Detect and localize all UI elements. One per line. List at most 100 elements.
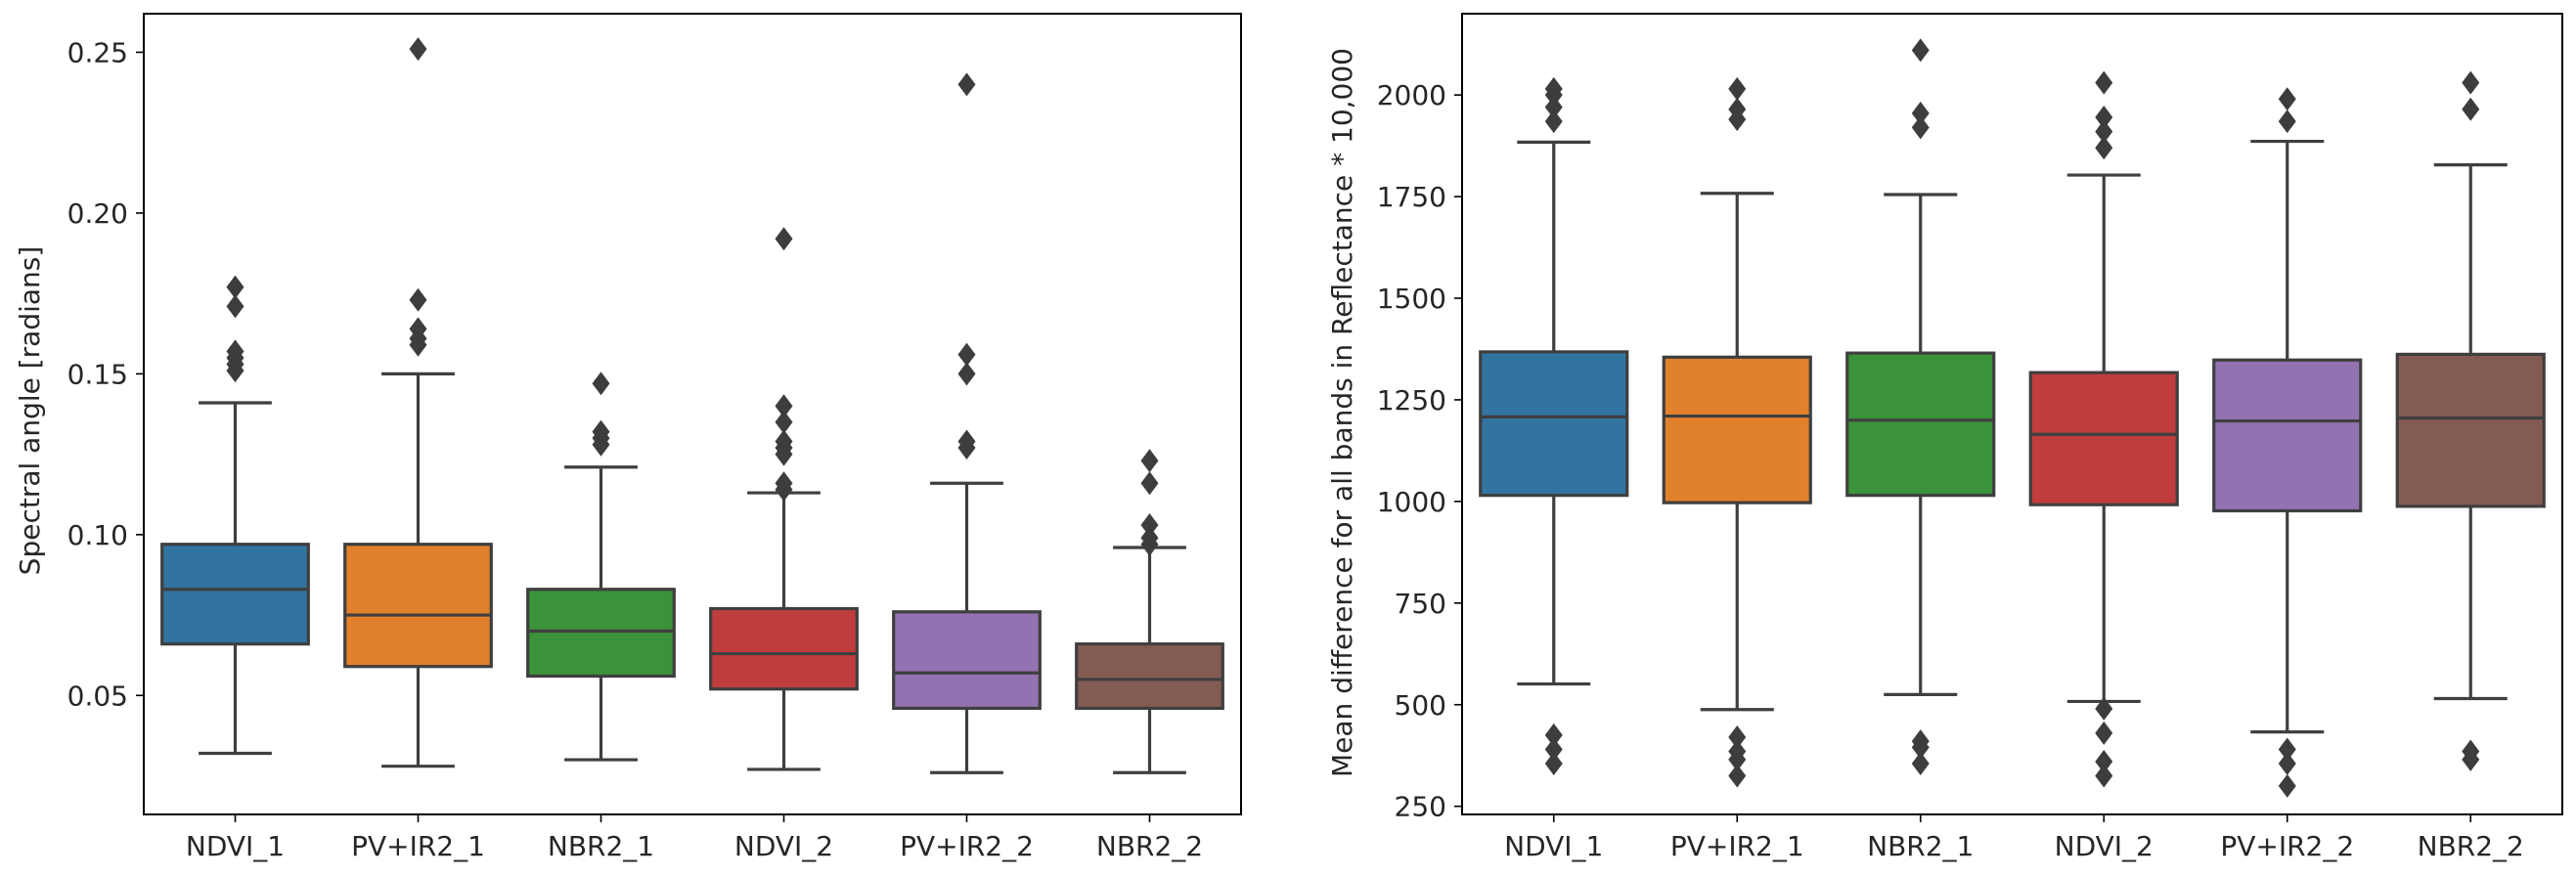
outlier-point bbox=[409, 37, 427, 62]
left-y-tick-label: 0.15 bbox=[67, 358, 128, 390]
outlier-point bbox=[775, 429, 793, 454]
outlier-point bbox=[1911, 729, 1930, 754]
outlier-point bbox=[1911, 752, 1930, 776]
outlier-point bbox=[2095, 696, 2113, 721]
outlier-point bbox=[2278, 752, 2296, 776]
outlier-point bbox=[592, 419, 610, 444]
left-x-tick-label: NBR2_1 bbox=[548, 830, 654, 862]
outlier-point bbox=[592, 372, 610, 396]
outlier-point bbox=[2462, 97, 2480, 121]
left-x-tick-label: PV+IR2_1 bbox=[351, 830, 485, 862]
iqr-box bbox=[160, 543, 310, 646]
left-x-tick-label: NBR2_2 bbox=[1096, 830, 1203, 862]
left-box-ndvi-1 bbox=[160, 275, 310, 756]
outlier-point bbox=[1544, 723, 1563, 747]
outlier-point bbox=[1140, 449, 1159, 473]
outlier-point bbox=[1544, 95, 1563, 119]
right-x-tick-label: NDVI_2 bbox=[2055, 830, 2154, 862]
outlier-point bbox=[775, 227, 793, 251]
iqr-box bbox=[1479, 350, 1629, 498]
right-y-tick-label: 250 bbox=[1395, 791, 1446, 823]
outlier-point bbox=[1911, 38, 1930, 63]
right-x-tick-label: PV+IR2_1 bbox=[1670, 830, 1804, 862]
outlier-point bbox=[1140, 526, 1159, 550]
right-y-tick-label: 1000 bbox=[1377, 486, 1446, 518]
outlier-point bbox=[409, 287, 427, 312]
outlier-point bbox=[2095, 749, 2113, 773]
outlier-point bbox=[957, 342, 976, 367]
outlier-point bbox=[1728, 739, 1747, 764]
right-box-pv-ir2-1 bbox=[1662, 76, 1812, 788]
outlier-point bbox=[957, 362, 976, 386]
outlier-point bbox=[226, 294, 244, 319]
outlier-point bbox=[2095, 70, 2113, 95]
left-box-nbr2-2 bbox=[1075, 449, 1224, 774]
outlier-point bbox=[409, 317, 427, 341]
iqr-box bbox=[709, 606, 859, 691]
outlier-point bbox=[2462, 70, 2480, 95]
outlier-point bbox=[2095, 764, 2113, 788]
right-y-axis-label: Mean difference for all bands in Reflect… bbox=[1326, 48, 1358, 777]
right-box-ndvi-2 bbox=[2028, 70, 2179, 788]
iqr-box bbox=[2212, 358, 2363, 513]
left-box-pv-ir2-1 bbox=[343, 37, 493, 768]
outlier-point bbox=[2278, 773, 2296, 798]
outlier-point bbox=[1544, 110, 1563, 134]
left-boxplot-panel: Spectral angle [radians] 0.05 0.10 0.15 0.2… bbox=[14, 13, 1242, 862]
outlier-point bbox=[1544, 76, 1563, 101]
iqr-box bbox=[1845, 351, 1996, 498]
right-x-tick-label: NBR2_2 bbox=[2418, 830, 2524, 862]
left-box-nbr2-1 bbox=[526, 372, 676, 762]
right-x-tick-label: PV+IR2_2 bbox=[2220, 830, 2354, 862]
iqr-box bbox=[892, 610, 1042, 711]
outlier-point bbox=[1911, 101, 1930, 125]
outlier-point bbox=[226, 275, 244, 299]
outlier-point bbox=[2095, 106, 2113, 130]
outlier-point bbox=[2095, 119, 2113, 144]
left-y-tick-label: 0.20 bbox=[67, 197, 128, 230]
outlier-point bbox=[1911, 115, 1930, 140]
outlier-point bbox=[226, 339, 244, 364]
right-box-nbr2-2 bbox=[2395, 70, 2546, 771]
left-box-pv-ir2-2 bbox=[892, 72, 1042, 774]
outlier-point bbox=[1544, 737, 1563, 762]
iqr-box bbox=[1662, 355, 1812, 504]
left-y-tick-label: 0.10 bbox=[67, 519, 128, 551]
right-boxplot-panel: Mean difference for all bands in Reflect… bbox=[1326, 13, 2563, 862]
right-plot-frame bbox=[1461, 13, 2563, 815]
right-y-tick-label: 1250 bbox=[1377, 384, 1446, 417]
outlier-point bbox=[1140, 512, 1159, 537]
right-box-nbr2-1 bbox=[1845, 38, 1996, 776]
outlier-point bbox=[1728, 725, 1747, 750]
outlier-point bbox=[2462, 739, 2480, 764]
left-y-tick-label: 0.25 bbox=[67, 36, 128, 68]
outlier-point bbox=[2095, 136, 2113, 160]
left-x-tick-label: NDVI_2 bbox=[734, 830, 833, 862]
outlier-point bbox=[2278, 110, 2296, 134]
outlier-point bbox=[1544, 752, 1563, 776]
outlier-point bbox=[1728, 764, 1747, 788]
outlier-point bbox=[775, 394, 793, 418]
outlier-point bbox=[1140, 471, 1159, 496]
left-y-axis-label: Spectral angle [radians] bbox=[14, 246, 46, 576]
right-box-ndvi-1 bbox=[1479, 76, 1629, 776]
outlier-point bbox=[2278, 737, 2296, 762]
outlier-point bbox=[775, 471, 793, 496]
iqr-box bbox=[2395, 352, 2546, 508]
left-box-ndvi-2 bbox=[709, 227, 859, 771]
left-x-tick-label: PV+IR2_2 bbox=[900, 830, 1034, 862]
left-plot-frame bbox=[143, 13, 1242, 815]
left-y-tick-label: 0.05 bbox=[67, 680, 128, 712]
outlier-point bbox=[775, 410, 793, 434]
right-x-tick-label: NBR2_1 bbox=[1867, 830, 1974, 862]
outlier-point bbox=[957, 429, 976, 454]
right-x-tick-label: NDVI_1 bbox=[1504, 830, 1603, 862]
outlier-point bbox=[957, 72, 976, 97]
right-y-tick-label: 500 bbox=[1395, 689, 1446, 722]
outlier-point bbox=[1728, 76, 1747, 101]
right-y-tick-label: 2000 bbox=[1377, 79, 1446, 111]
right-y-tick-label: 750 bbox=[1395, 588, 1446, 620]
outlier-point bbox=[2278, 87, 2296, 111]
right-y-tick-label: 1500 bbox=[1377, 283, 1446, 315]
